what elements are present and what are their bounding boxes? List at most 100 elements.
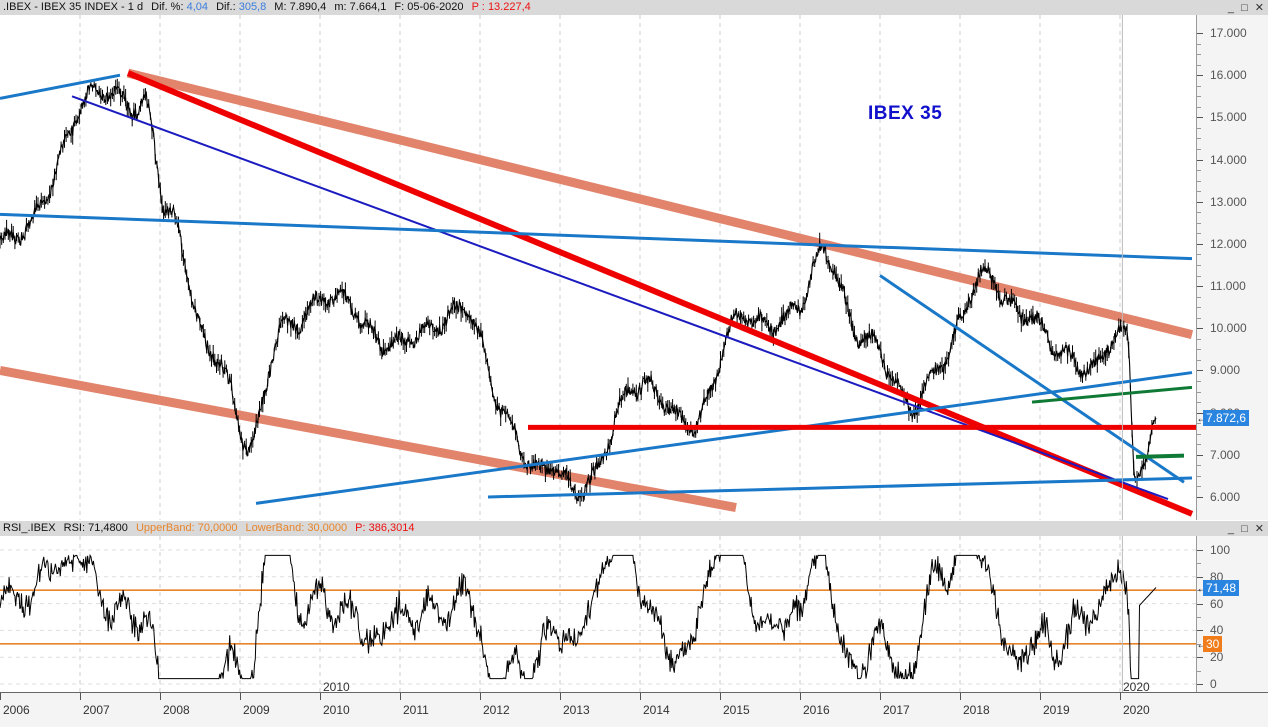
overlay-resistance-blue-flat [0, 212, 1193, 261]
rsi-y-axis[interactable]: 100 80 60 40 20 0 ← 71,48 ← 30 [1196, 536, 1268, 692]
price-minor-tick [1197, 64, 1201, 66]
rsi-panel-header: RSI_.IBEX RSI: 71,4800 UpperBand: 70,000… [0, 521, 1268, 537]
price-minor-tick [1197, 85, 1201, 87]
rsi-tick-mark [1197, 603, 1203, 605]
minimize-icon[interactable]: _ [1227, 2, 1235, 14]
time-tick-label-2008: 2008 [163, 703, 190, 717]
rsi-tick-mark [1197, 550, 1203, 551]
time-tick-mark [640, 693, 641, 700]
price-panel-header: .IBEX - IBEX 35 INDEX - 1 d Dif. %: 4,04… [0, 0, 1268, 16]
close-icon[interactable]: ✕ [1254, 523, 1265, 535]
price-y-axis[interactable]: 17.000 16.000 15.000 14.000 13.000 12.000 11.0… [1196, 15, 1268, 520]
price-minor-tick [1197, 433, 1201, 435]
rsi-minor-tick [1197, 590, 1201, 592]
price-tick-mark [1197, 454, 1203, 456]
price-tick-mark [1197, 328, 1203, 330]
price-minor-tick [1197, 402, 1201, 404]
price-tick-label-15.000: 15.000 [1210, 110, 1247, 125]
diff-pct-value: 4,04 [186, 1, 209, 13]
price-tick-label-7.000: 7.000 [1210, 447, 1241, 462]
maximize-icon[interactable]: □ [1241, 2, 1249, 14]
max-label: M: [274, 1, 287, 13]
price-tick-label-12.000: 12.000 [1210, 236, 1247, 251]
rsi-minor-tick [1197, 670, 1201, 672]
diff-label: Dif.: [216, 1, 236, 13]
time-tick-label-2016: 2016 [803, 703, 830, 717]
rsi-tick-label-40: 40 [1210, 623, 1224, 638]
date-value: 05-06-2020 [407, 1, 464, 13]
time-tick-label-2013: 2013 [563, 703, 590, 717]
rsi-p-value: 386,3014 [368, 522, 415, 534]
price-minor-tick [1197, 296, 1201, 298]
price-chart-svg [0, 15, 1196, 520]
price-plot-area[interactable]: IBEX 35 [0, 15, 1196, 520]
price-sep-1: - [34, 1, 41, 13]
time-tick-label-2010: 2010 [323, 703, 350, 717]
rsi-tick-mark [1197, 657, 1203, 659]
price-tick-mark [1197, 201, 1203, 203]
time-tick-mark [1040, 693, 1041, 700]
time-tick-label-2014: 2014 [643, 703, 670, 717]
diff-pct-label: Dif. %: [151, 1, 184, 13]
upperband-label: UpperBand: [135, 522, 195, 534]
price-tick-label-17.000: 17.000 [1210, 26, 1247, 40]
time-tick-label-2007: 2007 [83, 703, 110, 717]
price-minor-tick [1197, 391, 1201, 393]
rsi-lowerband-badge: 30 [1203, 635, 1223, 652]
close-icon[interactable]: ✕ [1254, 2, 1265, 14]
time-tick-mark [80, 693, 81, 700]
price-tick-label-11.000: 11.000 [1210, 279, 1246, 294]
rsi-minor-tick [1197, 563, 1201, 565]
rsi-minor-tick [1197, 617, 1201, 618]
rsi-tick-label-100: 100 [1210, 543, 1231, 557]
time-x-axis[interactable]: 2006 2007 2008 2009 2010 2011 2012 2013 2014 2015… [0, 692, 1268, 727]
overlay-upper-channel-salmon [126, 68, 1194, 339]
rsi-tick-label-60: 60 [1210, 596, 1224, 611]
price-tick-mark [1197, 370, 1203, 372]
price-minor-tick [1197, 338, 1201, 340]
upperband-value: 70,0000 [197, 522, 238, 534]
maximize-icon[interactable]: □ [1241, 523, 1249, 535]
time-tick-mark [880, 693, 881, 700]
overlay-primary-downtrend-red [126, 70, 1194, 517]
price-tick-label-16.000: 16.000 [1210, 68, 1247, 83]
time-tick-label-2019: 2019 [1043, 703, 1070, 717]
overlay-support-green-short [1135, 453, 1185, 459]
price-minor-tick [1197, 359, 1201, 361]
price-minor-tick [1197, 43, 1201, 45]
price-symbol: .IBEX [3, 1, 32, 13]
last-price-badge: 7.872,6 [1203, 410, 1250, 426]
price-interval: 1 d [127, 1, 144, 13]
overlay-lower-channel-salmon [0, 366, 737, 512]
time-upper-label-2020-1: 2020 [1123, 680, 1150, 694]
price-minor-tick [1197, 127, 1201, 129]
price-minor-tick [1197, 96, 1201, 98]
price-minor-tick [1197, 180, 1201, 182]
time-upper-label-2010-0: 2010 [323, 680, 350, 694]
time-tick-label-2006: 2006 [3, 703, 30, 717]
price-minor-tick [1197, 423, 1201, 425]
price-minor-tick [1197, 475, 1201, 477]
price-minor-tick [1197, 212, 1201, 214]
rsi-minor-tick [1197, 643, 1201, 645]
date-label: F: [394, 1, 405, 13]
price-tick-mark [1197, 286, 1203, 288]
price-minor-tick [1197, 191, 1201, 193]
time-tick-label-2018: 2018 [963, 703, 990, 717]
max-value: 7.890,4 [289, 1, 327, 13]
rsi-series-line [0, 553, 1157, 680]
price-minor-tick [1197, 307, 1201, 309]
price-tick-mark [1197, 412, 1203, 414]
rsi-plot-area[interactable] [0, 536, 1196, 692]
time-tick-label-2009: 2009 [243, 703, 270, 717]
price-minor-tick [1197, 444, 1201, 446]
rsi-symbol: RSI_.IBEX [3, 522, 56, 534]
time-tick-mark [0, 693, 1, 700]
minimize-icon[interactable]: _ [1227, 523, 1235, 535]
overlay-secondary-downtrend-darkblue [71, 95, 1169, 501]
price-tick-label-13.000: 13.000 [1210, 194, 1247, 209]
price-minor-tick [1197, 106, 1201, 108]
price-tick-mark [1197, 243, 1203, 245]
price-minor-tick [1197, 170, 1201, 172]
time-tick-mark [960, 693, 961, 700]
